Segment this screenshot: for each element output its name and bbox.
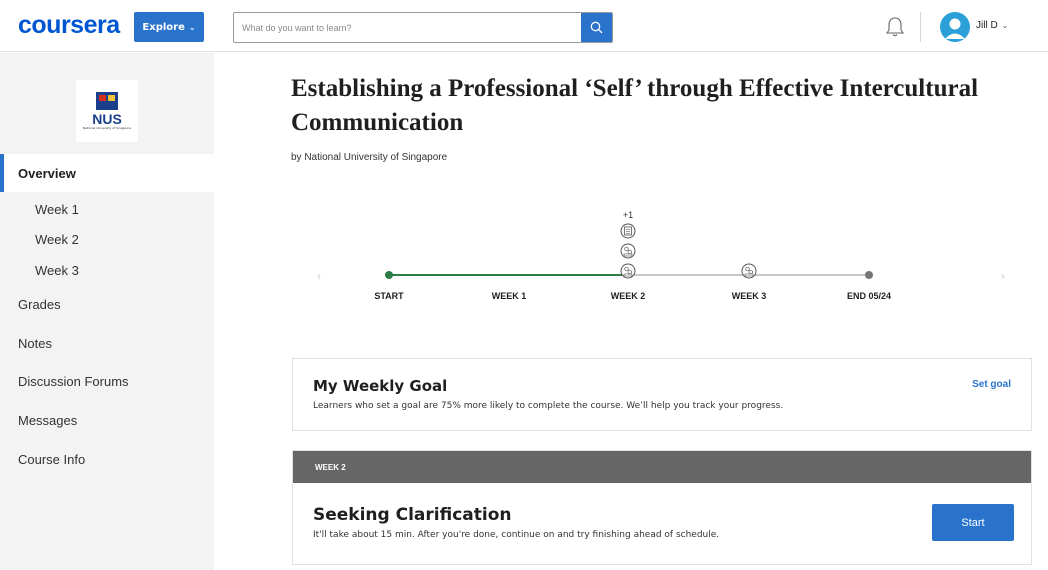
reading-icon[interactable] bbox=[620, 223, 636, 239]
course-timeline: ‹ › +1 START WEEK 1 WEEK 2 WEEK 3 END 05… bbox=[317, 210, 1005, 301]
explore-button[interactable]: Explore ⌄ bbox=[134, 12, 204, 42]
timeline-label-week-1[interactable]: WEEK 1 bbox=[492, 291, 527, 301]
set-goal-link[interactable]: Set goal bbox=[972, 379, 1011, 390]
sidebar-item-discussion-forums[interactable]: Discussion Forums bbox=[18, 374, 129, 389]
current-week-card: WEEK 2 Seeking Clarification It'll take … bbox=[292, 450, 1032, 565]
weekly-goal-title: My Weekly Goal bbox=[313, 377, 448, 395]
lesson-title: Seeking Clarification bbox=[313, 505, 512, 525]
peer-review-icon[interactable] bbox=[620, 263, 636, 279]
timeline-next-arrow[interactable]: › bbox=[1001, 269, 1005, 283]
start-button[interactable]: Start bbox=[932, 504, 1014, 541]
timeline-label-week-2[interactable]: WEEK 2 bbox=[611, 291, 646, 301]
timeline-end-dot bbox=[865, 271, 873, 279]
peer-review-icon[interactable] bbox=[741, 263, 757, 279]
explore-label: Explore bbox=[142, 21, 185, 33]
chevron-down-icon: ⌄ bbox=[1001, 21, 1009, 30]
bell-icon bbox=[885, 17, 905, 37]
sidebar-item-overview[interactable]: Overview bbox=[0, 154, 214, 192]
nav-divider bbox=[920, 12, 921, 42]
sidebar-item-course-info[interactable]: Course Info bbox=[18, 452, 86, 467]
user-icon bbox=[945, 18, 965, 39]
sidebar-item-week-2[interactable]: Week 2 bbox=[35, 232, 79, 247]
course-title: Establishing a Professional ‘Self’ throu… bbox=[291, 75, 979, 136]
search-icon bbox=[590, 21, 603, 34]
sidebar-item-notes[interactable]: Notes bbox=[18, 336, 52, 351]
university-short-name: NUS bbox=[92, 111, 122, 127]
coursera-logo[interactable]: coursera bbox=[18, 11, 120, 39]
university-full-name: National University of Singapore bbox=[82, 126, 132, 130]
timeline-start-dot bbox=[385, 271, 393, 279]
search-button[interactable] bbox=[581, 13, 612, 42]
weekly-goal-card: My Weekly Goal Learners who set a goal a… bbox=[292, 358, 1032, 431]
chevron-down-icon: ⌄ bbox=[188, 22, 196, 32]
university-logo[interactable]: NUS National University of Singapore bbox=[76, 80, 138, 142]
user-menu[interactable]: Jill D ⌄ bbox=[976, 20, 1008, 31]
lesson-description: It'll take about 15 min. After you're do… bbox=[313, 530, 720, 540]
peer-review-icon[interactable] bbox=[620, 243, 636, 259]
notifications-button[interactable] bbox=[885, 16, 905, 38]
search-bar bbox=[233, 12, 613, 43]
user-name: Jill D bbox=[976, 20, 998, 31]
course-byline: by National University of Singapore bbox=[291, 152, 448, 163]
avatar[interactable] bbox=[940, 12, 970, 42]
sidebar-item-week-3[interactable]: Week 3 bbox=[35, 263, 79, 278]
timeline-extra-count: +1 bbox=[623, 210, 633, 220]
timeline-label-end: END 05/24 bbox=[847, 291, 891, 301]
week-card-header: WEEK 2 bbox=[293, 451, 1031, 483]
timeline-label-start: START bbox=[374, 291, 404, 301]
sidebar-item-messages[interactable]: Messages bbox=[18, 413, 78, 428]
weekly-goal-description: Learners who set a goal are 75% more lik… bbox=[313, 401, 784, 411]
crest-icon bbox=[96, 92, 118, 110]
top-navigation-bar: coursera Explore ⌄ Jill D ⌄ bbox=[0, 0, 1048, 52]
search-input[interactable] bbox=[234, 13, 582, 42]
timeline-label-week-3[interactable]: WEEK 3 bbox=[732, 291, 767, 301]
course-sidebar: NUS National University of Singapore Ove… bbox=[0, 53, 214, 570]
sidebar-item-grades[interactable]: Grades bbox=[18, 297, 61, 312]
sidebar-item-week-1[interactable]: Week 1 bbox=[35, 202, 79, 217]
timeline-prev-arrow[interactable]: ‹ bbox=[317, 269, 321, 283]
